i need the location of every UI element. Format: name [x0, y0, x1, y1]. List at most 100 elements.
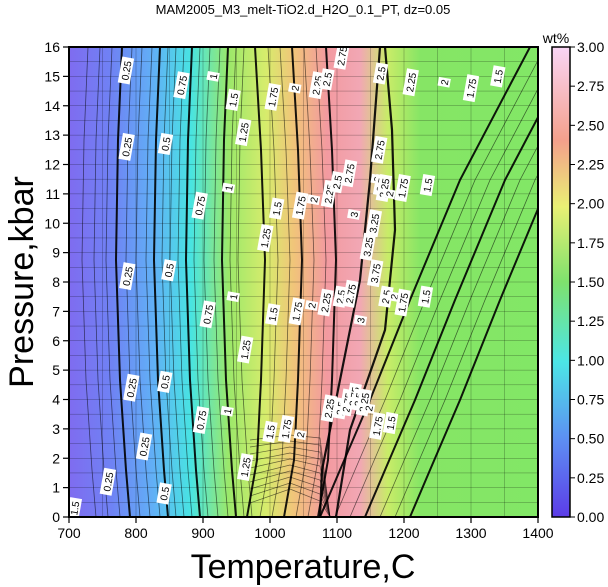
colorbar: wt% 0.00 0.25 0.50 0.75 1.00 1.25 1.50 1.75 2.00… [542, 30, 605, 525]
contour-label-text: 2.25 [405, 72, 419, 94]
contour-label-box [235, 118, 252, 147]
contour-line [105, 47, 121, 517]
contour-line [271, 47, 291, 517]
contour-line [145, 47, 161, 517]
contour-label: 3 [347, 209, 361, 220]
contour-label-text: 0.25 [122, 265, 136, 287]
contour-label-text: 0.5 [160, 136, 173, 152]
contour-label: 1.75 [369, 411, 386, 440]
contour-label-text: 1.25 [260, 227, 274, 249]
chart-title: MAM2005_M3_melt-TiO2.d_H2O_0.1_PT, dz=0.… [156, 2, 451, 17]
contour-label: 1.5 [269, 197, 285, 220]
contour-label-box [365, 209, 383, 238]
contour-label-box [161, 259, 177, 282]
contour-label-text: 2.75 [374, 139, 388, 161]
contour-label: 1.25 [235, 118, 252, 147]
contour-label-text: 1 [223, 407, 235, 415]
contour-label-box [262, 420, 278, 443]
contour-label: 0.25 [123, 373, 140, 402]
contour-label-text: 2 [385, 190, 397, 198]
contour-label-box [291, 191, 309, 220]
contour-label: 1.75 [394, 288, 411, 317]
contour-label-text: 2 [440, 78, 452, 86]
contour-label-text: 1.5 [69, 500, 82, 516]
colorbar-tick-label: 0.00 [577, 509, 604, 525]
contour-label-text: 1.75 [267, 86, 281, 108]
contour-label-box [173, 71, 190, 100]
contour-label-text: 1.5 [422, 177, 435, 193]
contour-label-text: 2.25 [320, 292, 334, 314]
contour-label: 1.75 [394, 174, 411, 202]
grid-lines [69, 47, 538, 517]
contour-line [193, 47, 209, 517]
contour-label-box [372, 62, 389, 85]
contour-label-text: 1.5 [265, 424, 278, 440]
contour-labels: 0.25 0.25 0.25 0.25 0.25 0.25 0.5 0.5 0.5 0.5 0.75… [69, 47, 506, 517]
contour-label: 1.5 [69, 497, 83, 517]
contour-label-box [269, 197, 285, 220]
contour-label-text: 2 [390, 293, 402, 301]
contour-line [349, 87, 538, 517]
contour-label: 0.25 [117, 56, 135, 85]
contour-label: 2 [437, 76, 452, 88]
contour-label-text: 1.75 [372, 415, 386, 437]
y-tick-label: 1 [52, 480, 60, 496]
y-axis-label: Pressure,kbar [3, 176, 41, 388]
contour-label: 1.5 [382, 411, 399, 435]
contour-label: 1.75 [291, 191, 309, 220]
contour-line [81, 47, 97, 517]
contour-label-text: 0.5 [164, 262, 177, 278]
contour-label: 2.5 [372, 62, 389, 85]
contour-label: 1.75 [288, 297, 305, 326]
contour-line [379, 144, 538, 517]
contour-label: 2.75 [371, 135, 388, 164]
contour-label: 3.75 [367, 259, 384, 288]
contour-label-text: 1.25 [240, 339, 254, 361]
colorbar-tick-label: 1.00 [577, 352, 604, 368]
x-tick-label: 1400 [522, 525, 553, 541]
y-tick-label: 0 [52, 509, 60, 525]
contour-line [394, 173, 538, 517]
contour-label-text: 3.25 [368, 213, 382, 235]
contour-label-box [308, 71, 326, 100]
contour-label: 2 [361, 402, 376, 414]
contour-label-box [382, 411, 399, 435]
x-axis-label: Temperature,C [191, 548, 416, 586]
contour-line [161, 47, 177, 517]
y-tick-label: 11 [45, 186, 60, 202]
contour-line [334, 59, 538, 517]
x-tick-label: 1300 [455, 525, 486, 541]
contour-label: 1.5 [262, 420, 278, 443]
colorbar-tick-label: 3.00 [577, 39, 604, 55]
contour-label: 1 [226, 291, 241, 303]
contour-line [177, 47, 193, 517]
contour-label-text: 1 [224, 184, 236, 192]
contour-label-box [220, 405, 234, 417]
contour-label-box [157, 132, 174, 156]
contour-line [318, 47, 382, 517]
contour-label-box [117, 56, 135, 85]
contour-label-text: 2 [290, 84, 302, 92]
contour-label-box [221, 182, 236, 194]
contour-label-text: 0.25 [121, 136, 135, 158]
contour-label-text: 2 [364, 404, 376, 412]
contour-label-box [417, 285, 434, 308]
contour-label-text: 0.25 [138, 436, 152, 458]
contour-line [220, 47, 237, 517]
contour-label-text: 1 [229, 293, 241, 301]
contour-label-box [191, 191, 208, 220]
contour-label: 0.75 [173, 71, 190, 100]
contour-label-box [347, 209, 361, 220]
contour-label: 1.75 [264, 82, 281, 111]
contour-label: 0.25 [118, 132, 135, 161]
contour-label-text: 1.75 [295, 195, 309, 217]
contour-label: 1.5 [225, 88, 241, 111]
contour-label-text: 3.25 [362, 236, 376, 258]
contour-line [213, 47, 229, 517]
contour-label-box [192, 406, 210, 435]
contour-label-text: 0.75 [195, 409, 209, 431]
contour-label: 2 [288, 82, 302, 94]
contour-label-box [199, 300, 216, 329]
contour-label-box [342, 279, 359, 308]
x-tick-label: 800 [124, 525, 148, 541]
